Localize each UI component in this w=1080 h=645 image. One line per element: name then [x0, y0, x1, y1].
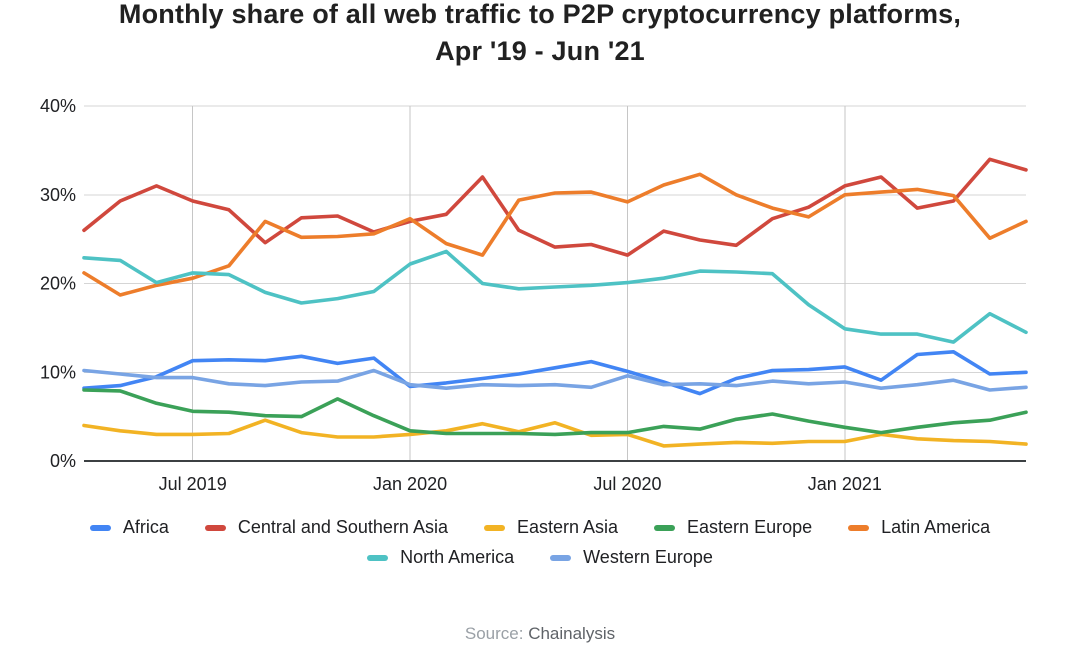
series-line-eastern-asia [82, 418, 1028, 448]
series-line-eastern-europe [82, 388, 1028, 437]
source-label: Source: [464, 624, 524, 643]
legend-swatch-north-america [367, 554, 389, 561]
legend-item-latin-america: Latin America [848, 517, 990, 538]
legend-label-africa: Africa [122, 517, 169, 537]
x-axis-tick-label: Jan 2021 [808, 474, 882, 494]
series-line-central-and-southern-asia [82, 157, 1028, 257]
legend-item-western-europe: Western Europe [550, 547, 713, 568]
source-name: Chainalysis [528, 624, 616, 643]
y-axis-tick-label: 20% [40, 274, 76, 294]
legend-swatch-central-and-southern-asia [204, 524, 226, 531]
legend-swatch-western-europe [550, 554, 572, 561]
legend-swatch-eastern-asia [483, 524, 505, 531]
y-axis-tick-label: 40% [40, 96, 76, 116]
x-axis-tick-label: Jul 2020 [593, 474, 661, 494]
legend-label-eastern-europe: Eastern Europe [687, 517, 813, 537]
x-axis-tick-label: Jan 2020 [373, 474, 447, 494]
legend-item-north-america: North America [367, 547, 514, 568]
chart-title-line-1: Monthly share of all web traffic to P2P … [118, 0, 962, 29]
chart-title: Monthly share of all web traffic to P2P … [0, 0, 1080, 70]
series-line-latin-america [82, 172, 1028, 297]
y-axis-tick-label: 10% [40, 362, 76, 382]
legend-label-eastern-asia: Eastern Asia [516, 517, 619, 537]
series-line-africa [82, 349, 1028, 396]
legend-label-central-and-southern-asia: Central and Southern Asia [237, 517, 448, 537]
legend-swatch-eastern-europe [654, 524, 676, 531]
x-axis-tick-label: Jul 2019 [159, 474, 227, 494]
legend-swatch-latin-america [848, 524, 870, 531]
source-line: Source: Chainalysis [0, 624, 1080, 644]
legend-item-central-and-southern-asia: Central and Southern Asia [204, 517, 448, 538]
legend-item-eastern-asia: Eastern Asia [483, 517, 619, 538]
legend-swatch-africa [89, 524, 111, 531]
series-line-western-europe [82, 368, 1028, 392]
series-line-north-america [82, 249, 1028, 344]
legend-row-2: North America Western Europe [367, 547, 713, 568]
chart-legend: Africa Central and Southern Asia Eastern A… [0, 517, 1080, 568]
legend-label-north-america: North America [400, 547, 515, 567]
legend-row-1: Africa Central and Southern Asia Eastern A… [89, 517, 990, 538]
legend-item-eastern-europe: Eastern Europe [654, 517, 812, 538]
legend-label-latin-america: Latin America [881, 517, 991, 537]
chart-title-line-2: Apr '19 - Jun '21 [435, 36, 645, 66]
legend-item-africa: Africa [89, 517, 169, 538]
legend-label-western-europe: Western Europe [583, 547, 713, 567]
y-axis-tick-label: 30% [40, 185, 76, 205]
y-axis-tick-label: 0% [50, 451, 76, 471]
